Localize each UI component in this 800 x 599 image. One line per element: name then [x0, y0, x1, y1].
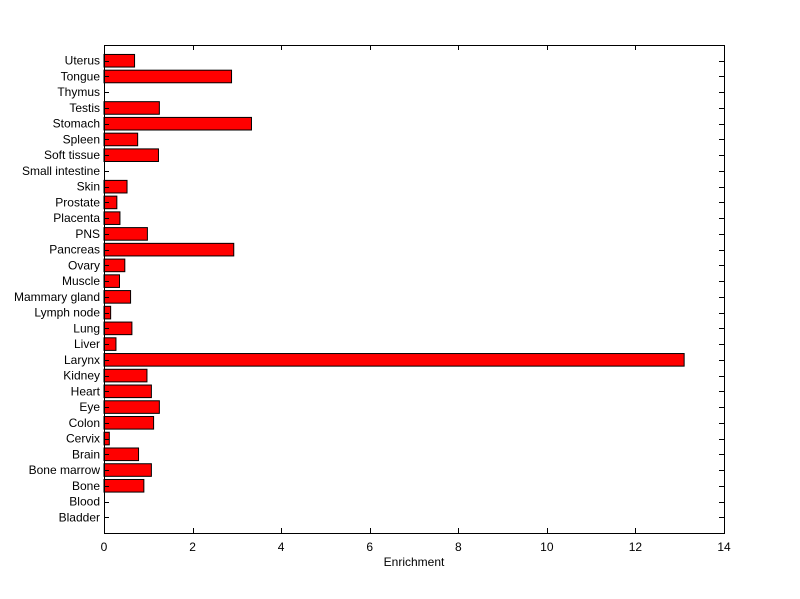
bar-kidney: [103, 368, 148, 383]
y-tick-label-brain: Brain: [72, 447, 100, 461]
bar-heart: [103, 384, 152, 399]
x-tick-label-10: 10: [540, 540, 554, 554]
y-tick-label-bone-marrow: Bone marrow: [29, 463, 101, 477]
y-tick-label-blood: Blood: [69, 495, 100, 509]
x-tick-label-12: 12: [629, 540, 643, 554]
x-tick-labels-group: 0 2 4 6 8 10 12 14: [101, 540, 731, 554]
x-tick-label-4: 4: [278, 540, 285, 554]
bar-colon: [103, 416, 155, 430]
y-tick-label-muscle: Muscle: [62, 274, 100, 288]
y-tick-label-bladder: Bladder: [59, 510, 100, 524]
y-tick-label-larynx: Larynx: [64, 353, 100, 367]
x-tick-label-6: 6: [366, 540, 373, 554]
bar-spleen: [103, 132, 139, 147]
bar-skin: [103, 179, 128, 194]
bar-soft-tissue: [103, 148, 159, 162]
y-tick-label-spleen: Spleen: [63, 132, 100, 146]
bar-eye: [103, 400, 160, 414]
y-tick-label-placenta: Placenta: [53, 211, 100, 225]
bar-mammary-gland: [103, 290, 132, 304]
y-tick-label-pns: PNS: [75, 227, 100, 241]
y-tick-label-tongue: Tongue: [61, 69, 101, 83]
x-tick-label-0: 0: [101, 540, 108, 554]
bar-bone-marrow: [103, 463, 152, 477]
y-tick-label-mammary-gland: Mammary gland: [14, 290, 100, 304]
y-tick-label-prostate: Prostate: [55, 195, 100, 209]
y-tick-label-skin: Skin: [77, 180, 100, 194]
y-tick-label-testis: Testis: [69, 101, 100, 115]
x-tick-label-2: 2: [189, 540, 196, 554]
y-tick-label-liver: Liver: [74, 337, 100, 351]
y-tick-label-soft-tissue: Soft tissue: [44, 148, 100, 162]
x-tick-label-8: 8: [455, 540, 462, 554]
y-tick-label-uterus: Uterus: [65, 54, 100, 68]
bar-tongue: [103, 69, 233, 84]
bar-larynx: [103, 353, 685, 367]
bar-pns: [103, 227, 148, 241]
y-tick-label-thymus: Thymus: [57, 85, 100, 99]
y-tick-label-lung: Lung: [73, 321, 100, 335]
bar-bone: [103, 478, 145, 493]
y-tick-label-lymph-node: Lymph node: [34, 306, 100, 320]
bar-uterus: [103, 53, 136, 68]
y-tick-label-heart: Heart: [71, 384, 101, 398]
y-tick-label-cervix: Cervix: [66, 432, 100, 446]
y-tick-label-kidney: Kidney: [63, 369, 100, 383]
y-tick-label-eye: Eye: [79, 400, 100, 414]
y-tick-label-colon: Colon: [69, 416, 100, 430]
y-tick-label-bone: Bone: [72, 479, 100, 493]
y-tick-label-stomach: Stomach: [53, 117, 100, 131]
bars-group: [103, 53, 685, 493]
bar-brain: [103, 447, 140, 462]
y-tick-label-pancreas: Pancreas: [49, 243, 100, 257]
x-tick-label-14: 14: [717, 540, 731, 554]
x-axis-label: Enrichment: [384, 555, 445, 569]
plot-frame: [104, 45, 725, 534]
bar-pancreas: [103, 242, 235, 257]
y-tick-label-ovary: Ovary: [68, 258, 100, 272]
bar-testis: [103, 101, 160, 115]
bar-stomach: [103, 116, 252, 131]
y-tick-label-small-intestine: Small intestine: [22, 164, 100, 178]
